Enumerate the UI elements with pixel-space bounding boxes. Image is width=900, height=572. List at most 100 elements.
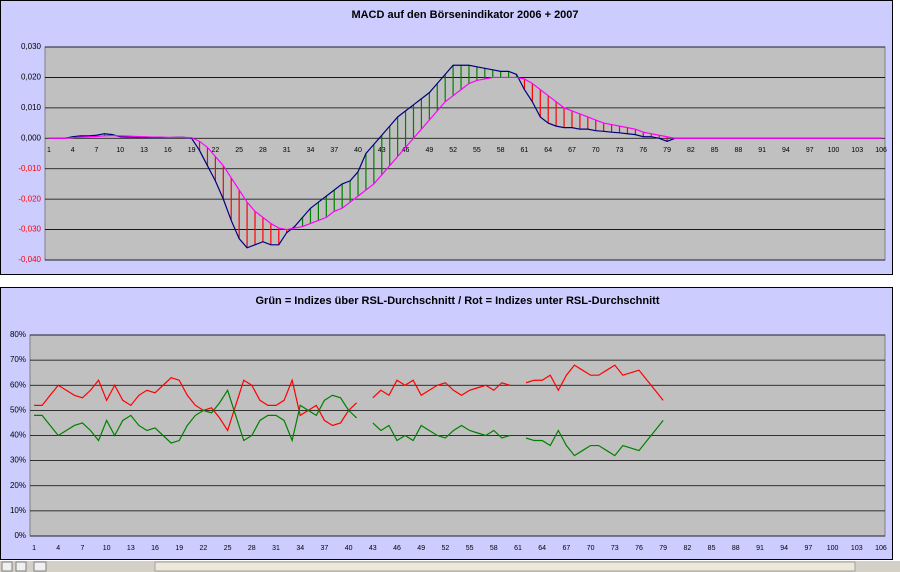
x-tick-label: 82 (683, 545, 691, 552)
y-tick-label: -0,020 (18, 194, 41, 203)
x-tick-label: 13 (140, 147, 148, 154)
x-tick-label: 85 (711, 147, 719, 154)
x-tick-label: 19 (188, 147, 196, 154)
y-tick-label: 0,020 (21, 73, 42, 82)
y-tick-label: 0% (14, 531, 26, 540)
x-tick-label: 25 (235, 147, 243, 154)
sheet-button[interactable] (1, 561, 13, 572)
x-tick-label: 91 (758, 147, 766, 154)
x-tick-label: 79 (659, 545, 667, 552)
x-tick-label: 10 (116, 147, 124, 154)
x-tick-label: 97 (806, 147, 814, 154)
x-tick-label: 79 (663, 147, 671, 154)
plot-area (44, 46, 886, 261)
y-tick-label: 30% (10, 456, 26, 465)
x-tick-label: 76 (635, 545, 643, 552)
x-tick-label: 46 (402, 147, 410, 154)
x-tick-label: 94 (782, 147, 790, 154)
x-tick-label: 55 (473, 147, 481, 154)
x-tick-label: 31 (283, 147, 291, 154)
x-tick-label: 19 (175, 545, 183, 552)
x-tick-label: 13 (127, 545, 135, 552)
series-line (48, 76, 882, 231)
x-tick-label: 1 (47, 147, 51, 154)
x-tick-label: 22 (200, 545, 208, 552)
y-tick-label: 0,000 (21, 133, 42, 142)
x-tick-label: 34 (307, 147, 315, 154)
y-tick-label: 70% (10, 355, 26, 364)
y-tick-label: -0,010 (18, 164, 41, 173)
x-tick-label: 31 (272, 545, 280, 552)
x-tick-label: 7 (80, 545, 84, 552)
x-tick-label: 4 (56, 545, 60, 552)
x-tick-label: 106 (875, 545, 887, 552)
x-tick-label: 10 (103, 545, 111, 552)
x-tick-label: 7 (95, 147, 99, 154)
x-tick-label: 1 (32, 545, 36, 552)
x-tick-label: 4 (71, 147, 75, 154)
x-tick-label: 64 (538, 545, 546, 552)
x-tick-label: 40 (345, 545, 353, 552)
x-tick-label: 46 (393, 545, 401, 552)
x-tick-label: 100 (827, 545, 839, 552)
x-tick-label: 97 (804, 545, 812, 552)
x-tick-label: 58 (497, 147, 505, 154)
x-tick-label: 100 (828, 147, 840, 154)
scroll-left[interactable] (33, 561, 47, 572)
x-tick-label: 88 (732, 545, 740, 552)
y-tick-label: 80% (10, 330, 26, 339)
x-tick-label: 61 (521, 147, 529, 154)
x-tick-label: 103 (851, 545, 863, 552)
x-tick-label: 43 (369, 545, 377, 552)
x-tick-label: 22 (211, 147, 219, 154)
x-tick-label: 16 (151, 545, 159, 552)
x-tick-label: 70 (592, 147, 600, 154)
x-tick-label: 70 (587, 545, 595, 552)
x-tick-label: 58 (490, 545, 498, 552)
chart-title: MACD auf den Börsenindikator 2006 + 2007 (351, 9, 578, 21)
x-tick-label: 61 (514, 545, 522, 552)
x-tick-label: 37 (321, 545, 329, 552)
x-tick-label: 49 (417, 545, 425, 552)
series-line (34, 388, 358, 444)
x-tick-label: 55 (466, 545, 474, 552)
chart-title: Grün = Indizes über RSL-Durchschnitt / R… (256, 295, 660, 307)
x-tick-label: 67 (568, 147, 576, 154)
y-tick-label: 0,010 (21, 103, 42, 112)
x-tick-label: 103 (851, 147, 863, 154)
x-tick-label: 85 (708, 545, 716, 552)
series-line (372, 422, 511, 442)
x-tick-label: 88 (734, 147, 742, 154)
x-tick-label: 52 (449, 147, 457, 154)
x-tick-label: 28 (259, 147, 267, 154)
x-tick-label: 64 (544, 147, 552, 154)
y-tick-label: 0,030 (21, 42, 42, 51)
x-tick-label: 37 (330, 147, 338, 154)
x-tick-label: 106 (875, 147, 887, 154)
x-tick-label: 34 (296, 545, 304, 552)
x-tick-label: 28 (248, 545, 256, 552)
x-tick-label: 67 (562, 545, 570, 552)
x-tick-label: 52 (442, 545, 450, 552)
x-tick-label: 82 (687, 147, 695, 154)
x-tick-label: 73 (611, 545, 619, 552)
x-tick-label: 40 (354, 147, 362, 154)
x-tick-label: 25 (224, 545, 232, 552)
y-tick-label: 50% (10, 405, 26, 414)
scrollbar-thumb[interactable] (154, 561, 856, 572)
series-line (525, 364, 664, 401)
x-tick-label: 76 (639, 147, 647, 154)
y-tick-label: 60% (10, 380, 26, 389)
y-tick-label: 20% (10, 481, 26, 490)
series-line (525, 420, 664, 457)
y-tick-label: 40% (10, 431, 26, 440)
x-tick-label: 94 (780, 545, 788, 552)
sheet-button[interactable] (15, 561, 27, 572)
series-line (34, 377, 358, 432)
y-tick-label: -0,030 (18, 225, 41, 234)
y-tick-label: -0,040 (18, 255, 41, 264)
x-tick-label: 16 (164, 147, 172, 154)
y-tick-label: 10% (10, 506, 26, 515)
